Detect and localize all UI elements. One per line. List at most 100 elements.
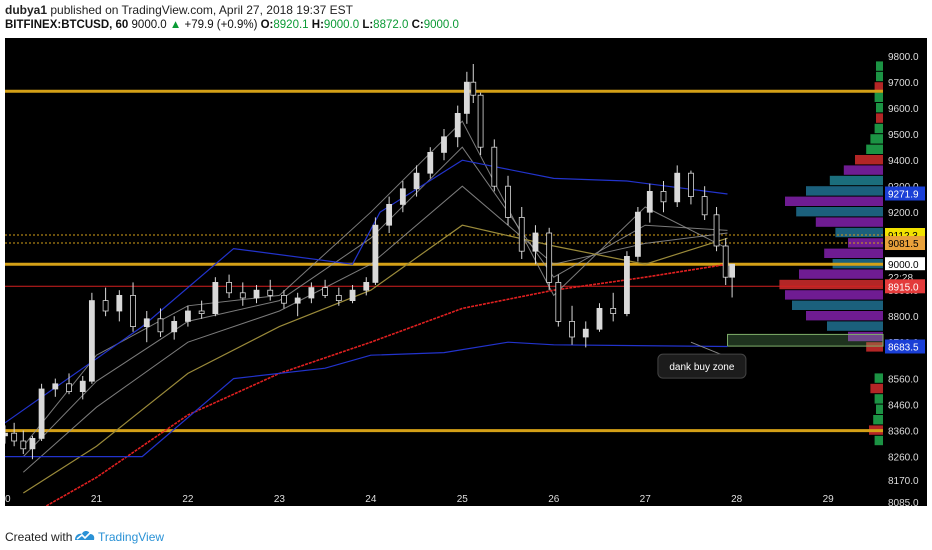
- candle-body: [335, 294, 342, 301]
- candle-body: [52, 383, 59, 390]
- candle-body: [722, 245, 729, 278]
- y-tick-label: 9500.0: [888, 130, 919, 141]
- y-tick-label: 8460.0: [888, 401, 919, 412]
- volume-profile-bar: [785, 196, 883, 206]
- candle-body: [477, 94, 484, 148]
- footer: Created with TradingView: [0, 522, 932, 550]
- low-value: 8872.0: [373, 19, 409, 31]
- tradingview-logo-icon[interactable]: [72, 526, 96, 546]
- volume-profile-bar: [835, 227, 883, 238]
- price-change: +79.9 (+0.9%): [184, 19, 258, 31]
- volume-profile-bar: [870, 134, 883, 144]
- volume-profile-bar: [806, 311, 883, 321]
- candle-body: [688, 172, 694, 197]
- chart-background: [5, 38, 927, 506]
- y-tick-label: 8800.0: [888, 312, 919, 323]
- volume-profile-bar: [874, 123, 883, 134]
- y-tick-label: 8260.0: [888, 453, 919, 464]
- price-label-box: [885, 339, 925, 354]
- candle-body: [505, 185, 511, 218]
- candle-body: [532, 232, 539, 252]
- price-label-box: [885, 257, 925, 272]
- volume-profile-bar: [876, 404, 883, 414]
- candle-body: [79, 380, 86, 393]
- published-text: published on TradingView.com, April 27, …: [50, 3, 354, 17]
- volume-profile-bar: [874, 435, 883, 446]
- candle-body: [646, 190, 653, 213]
- volume-profile-bar: [843, 165, 883, 175]
- price-label: 9271.9: [888, 190, 919, 201]
- volume-profile-bar: [874, 82, 883, 92]
- candle-body: [66, 383, 72, 392]
- candle-body: [386, 203, 393, 226]
- candle-body: [674, 172, 681, 203]
- candle-body: [413, 172, 420, 190]
- volume-profile-bar: [876, 71, 883, 82]
- candle-body: [372, 224, 379, 283]
- y-tick-label: 9700.0: [888, 78, 919, 89]
- candle-body: [281, 294, 287, 304]
- volume-profile-bar: [876, 61, 883, 71]
- candle-body: [596, 307, 603, 330]
- open-label: O:: [260, 19, 274, 31]
- x-tick-label: 25: [457, 494, 469, 505]
- x-tick-label: 22: [182, 494, 194, 505]
- symbol-name: BITFINEX:BTCUSD, 60: [5, 19, 129, 31]
- buy-zone-box: [727, 333, 884, 347]
- volume-profile-bar: [827, 321, 883, 331]
- y-tick-label: 8085.0: [888, 498, 919, 506]
- candle-body: [349, 289, 356, 301]
- annotation-pointer: [690, 341, 724, 356]
- volume-profile-bar: [785, 290, 883, 300]
- price-label: 8683.5: [888, 342, 919, 353]
- x-tick-label: 23: [274, 494, 286, 505]
- up-arrow-icon: ▲: [169, 19, 182, 31]
- candle-body: [212, 281, 219, 314]
- volume-profile-bar: [874, 373, 883, 383]
- publication-header: dubya1 published on TradingView.com, Apr…: [0, 0, 932, 36]
- x-tick-label: 26: [548, 494, 560, 505]
- author-name[interactable]: dubya1: [5, 3, 48, 17]
- moving-average-line: [22, 185, 728, 473]
- volume-profile-bar: [815, 217, 883, 227]
- candle-body: [198, 310, 205, 314]
- moving-average-line: [22, 120, 728, 447]
- candle-body: [239, 292, 246, 299]
- volume-profile-bar: [824, 248, 883, 258]
- y-tick-label: 9400.0: [888, 156, 919, 167]
- open-value: 8920.1: [273, 19, 309, 31]
- candle-body: [2, 432, 8, 437]
- candle-body: [116, 294, 123, 312]
- volume-profile-bar: [873, 415, 883, 425]
- candle-body: [582, 328, 589, 338]
- y-tick-label: 8360.0: [888, 427, 919, 438]
- low-label: L:: [362, 19, 374, 31]
- price-label: 9000.0: [888, 260, 919, 271]
- candle-body: [518, 216, 525, 252]
- chart-area[interactable]: 9800.09700.09600.09500.09400.09300.09200…: [0, 38, 927, 515]
- candle-body: [441, 136, 447, 153]
- candle-body: [143, 318, 150, 327]
- candle-body: [610, 307, 617, 314]
- last-price: 9000.0: [131, 19, 167, 31]
- volume-profile-bar: [829, 175, 883, 186]
- close-label: C:: [411, 19, 424, 31]
- candle-body: [253, 289, 260, 299]
- candle-body: [11, 432, 18, 442]
- candle-body: [546, 232, 553, 283]
- channel-upper-line: [4, 159, 728, 424]
- x-tick-label: 29: [823, 494, 835, 505]
- y-tick-label: 9200.0: [888, 208, 919, 219]
- candle-body: [294, 297, 301, 304]
- candle-body: [171, 320, 178, 333]
- candle-body: [555, 281, 562, 322]
- y-tick-label: 8170.0: [888, 476, 919, 487]
- price-label-box: [885, 279, 925, 294]
- candle-body: [427, 152, 434, 174]
- annotation-text: dank buy zone: [669, 362, 734, 373]
- tradingview-link[interactable]: TradingView: [98, 530, 165, 544]
- price-chart[interactable]: 9800.09700.09600.09500.09400.09300.09200…: [0, 38, 927, 515]
- volume-profile-bar: [876, 113, 883, 123]
- candle-body: [157, 318, 164, 333]
- price-label: 22:28: [888, 273, 913, 284]
